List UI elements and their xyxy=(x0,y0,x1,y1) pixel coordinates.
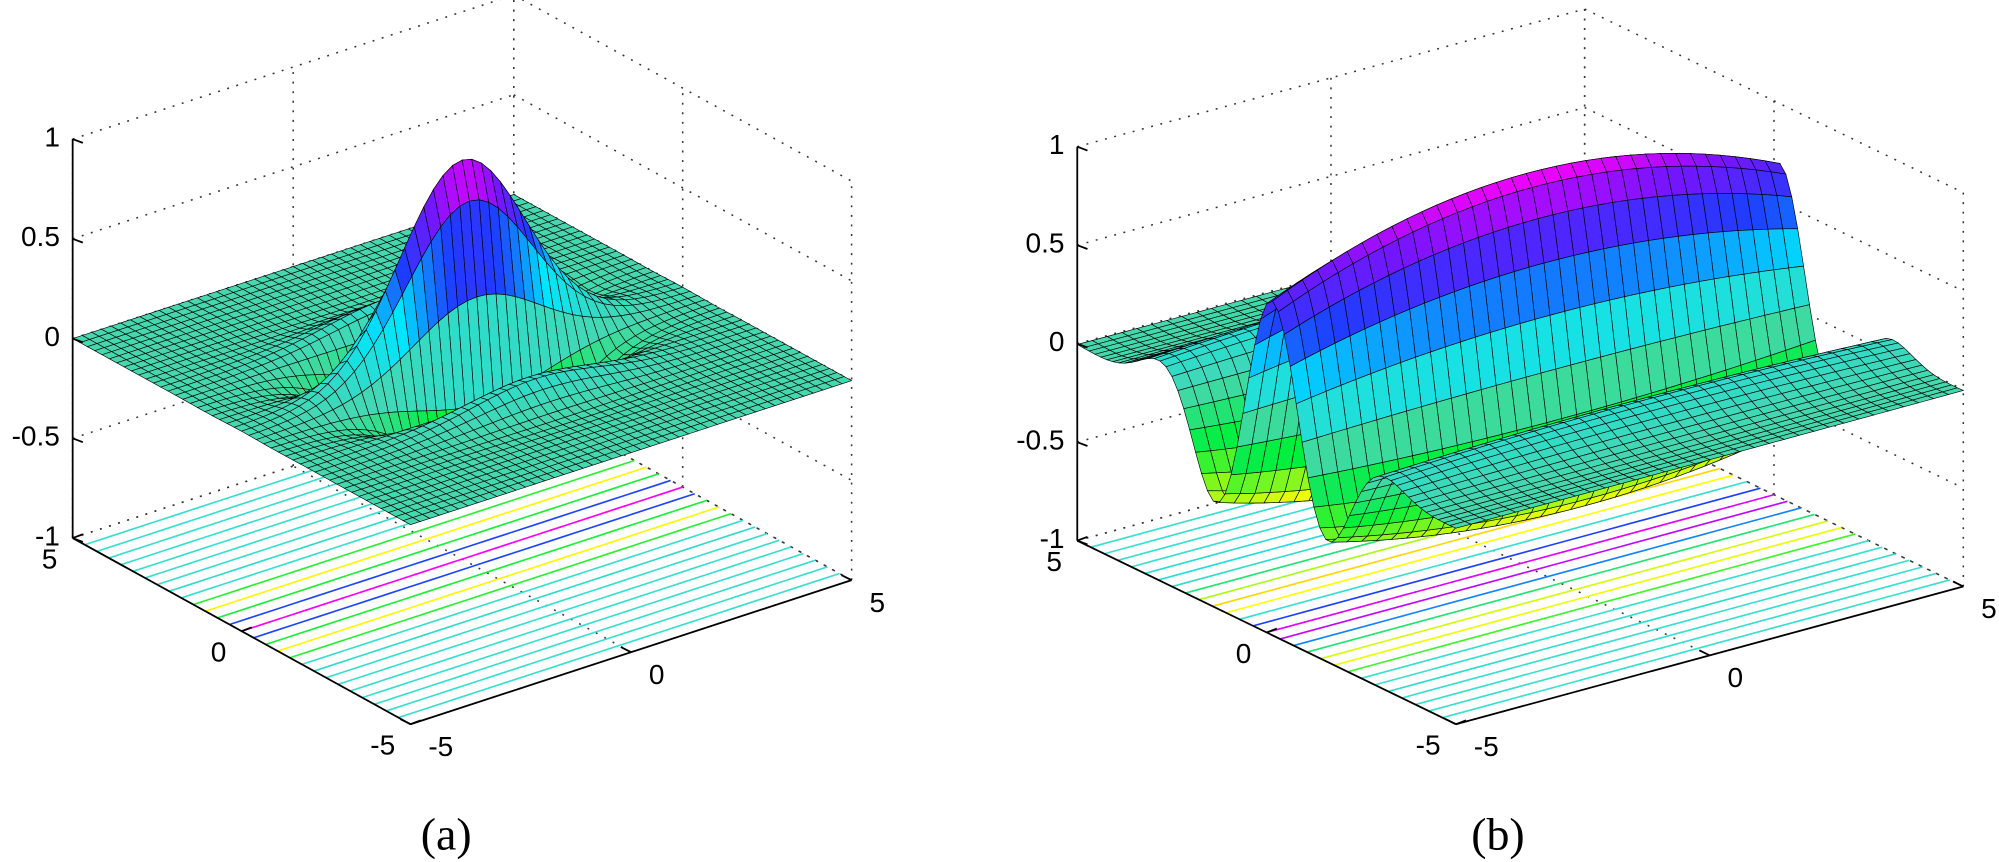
y-tick-label: 0 xyxy=(1236,638,1252,669)
tick-mark xyxy=(1076,441,1088,447)
grid-line xyxy=(513,94,852,282)
tick-mark xyxy=(399,718,411,726)
tick-mark xyxy=(72,537,84,543)
tick-mark xyxy=(241,626,253,632)
tick-mark xyxy=(1076,145,1088,152)
contour-line xyxy=(1401,559,1910,699)
tick-mark xyxy=(1076,535,1088,542)
z-tick-label: 0.5 xyxy=(21,221,60,252)
z-tick-label: 1 xyxy=(1049,129,1065,160)
grid-line xyxy=(1077,303,1585,443)
x-tick-label: 0 xyxy=(1727,662,1743,693)
tick-mark xyxy=(72,533,84,539)
contour-line xyxy=(289,512,732,659)
grid-line xyxy=(72,293,515,440)
contour-line xyxy=(361,552,804,699)
y-axis xyxy=(1076,539,1457,726)
grid-line xyxy=(1077,205,1585,345)
contour-line xyxy=(1225,474,1734,614)
contour-line xyxy=(253,492,696,639)
contour-line xyxy=(1252,487,1761,627)
surface xyxy=(71,158,853,526)
panel: -1-0.500.51-505-505(b) xyxy=(1016,8,1997,859)
surface xyxy=(1076,152,1965,543)
contour-line xyxy=(1320,520,1829,660)
contour-line xyxy=(398,572,840,719)
grid-line xyxy=(72,393,515,539)
grid-line xyxy=(521,0,852,182)
y-tick-label: 0 xyxy=(211,637,227,668)
x-tick-label: -5 xyxy=(428,731,453,762)
contour-line xyxy=(1442,579,1950,719)
tick-mark xyxy=(72,138,84,144)
tick-mark xyxy=(410,719,422,726)
panel: -1 -0.5 0 0.5 1 -5 0 5 -5 0 5 (a) xyxy=(12,0,885,859)
contour-line xyxy=(217,473,659,619)
contour-line xyxy=(229,479,671,626)
contour-line xyxy=(265,499,708,646)
tick-mark xyxy=(1699,649,1711,657)
z-tick-label: -0.5 xyxy=(1016,425,1064,456)
contour-line xyxy=(1415,566,1923,706)
tick-mark xyxy=(620,646,632,653)
tick-mark xyxy=(72,237,84,244)
contour-line xyxy=(337,539,780,686)
grid-line xyxy=(1077,402,1585,542)
contour-line xyxy=(193,459,635,606)
z-tick-label: 0 xyxy=(1049,326,1065,357)
tick-mark xyxy=(841,574,853,581)
grid-line xyxy=(1077,106,1585,246)
contour-line xyxy=(277,506,720,652)
surface-patch xyxy=(402,517,421,526)
x-axis xyxy=(410,579,852,726)
contour-line xyxy=(1374,546,1883,686)
z-tick-label: 0 xyxy=(44,321,60,352)
grid-line xyxy=(72,0,501,140)
contour-line xyxy=(1428,572,1937,712)
y-tick-label: 5 xyxy=(42,543,58,574)
contour-line xyxy=(1361,539,1869,680)
z-tick-label: 1 xyxy=(44,121,60,152)
x-tick-label: 5 xyxy=(869,587,885,618)
contour-line xyxy=(1293,507,1802,647)
z-tick-label: -1 xyxy=(35,520,60,551)
tick-mark xyxy=(72,437,84,443)
caption: (b) xyxy=(1471,808,1525,859)
contour-line xyxy=(1212,467,1721,608)
contour-line xyxy=(1239,480,1748,621)
x-tick-label: 0 xyxy=(649,659,665,690)
contour-line xyxy=(349,546,792,692)
y-tick-label: -5 xyxy=(1416,730,1441,761)
contour-line xyxy=(325,532,768,679)
contour-line xyxy=(1388,552,1896,693)
grid-line xyxy=(1077,8,1585,148)
contour-line xyxy=(374,559,816,706)
caption: (a) xyxy=(421,808,472,859)
tick-mark xyxy=(1445,718,1457,726)
contour-line xyxy=(386,566,828,712)
contour-line xyxy=(313,526,756,672)
x-tick-label: 5 xyxy=(1981,593,1997,624)
z-tick-label: -0.5 xyxy=(12,421,60,452)
tick-mark xyxy=(72,337,84,344)
contour-line xyxy=(1333,526,1842,667)
contour-line xyxy=(1279,500,1788,640)
y-tick-label: -5 xyxy=(370,730,395,761)
contour-line xyxy=(241,486,683,632)
tick-mark xyxy=(1076,244,1088,250)
contour-line xyxy=(205,466,647,613)
contour-line xyxy=(1347,533,1856,673)
contour-line xyxy=(1306,513,1815,653)
z-tick-label: 0.5 xyxy=(1026,228,1065,259)
tick-mark xyxy=(1952,580,1964,588)
x-tick-label: -5 xyxy=(1474,731,1499,762)
y-tick-label: 5 xyxy=(1046,546,1062,577)
contour-line xyxy=(1266,493,1775,634)
grid-line xyxy=(72,94,515,240)
contour-line xyxy=(301,519,744,666)
